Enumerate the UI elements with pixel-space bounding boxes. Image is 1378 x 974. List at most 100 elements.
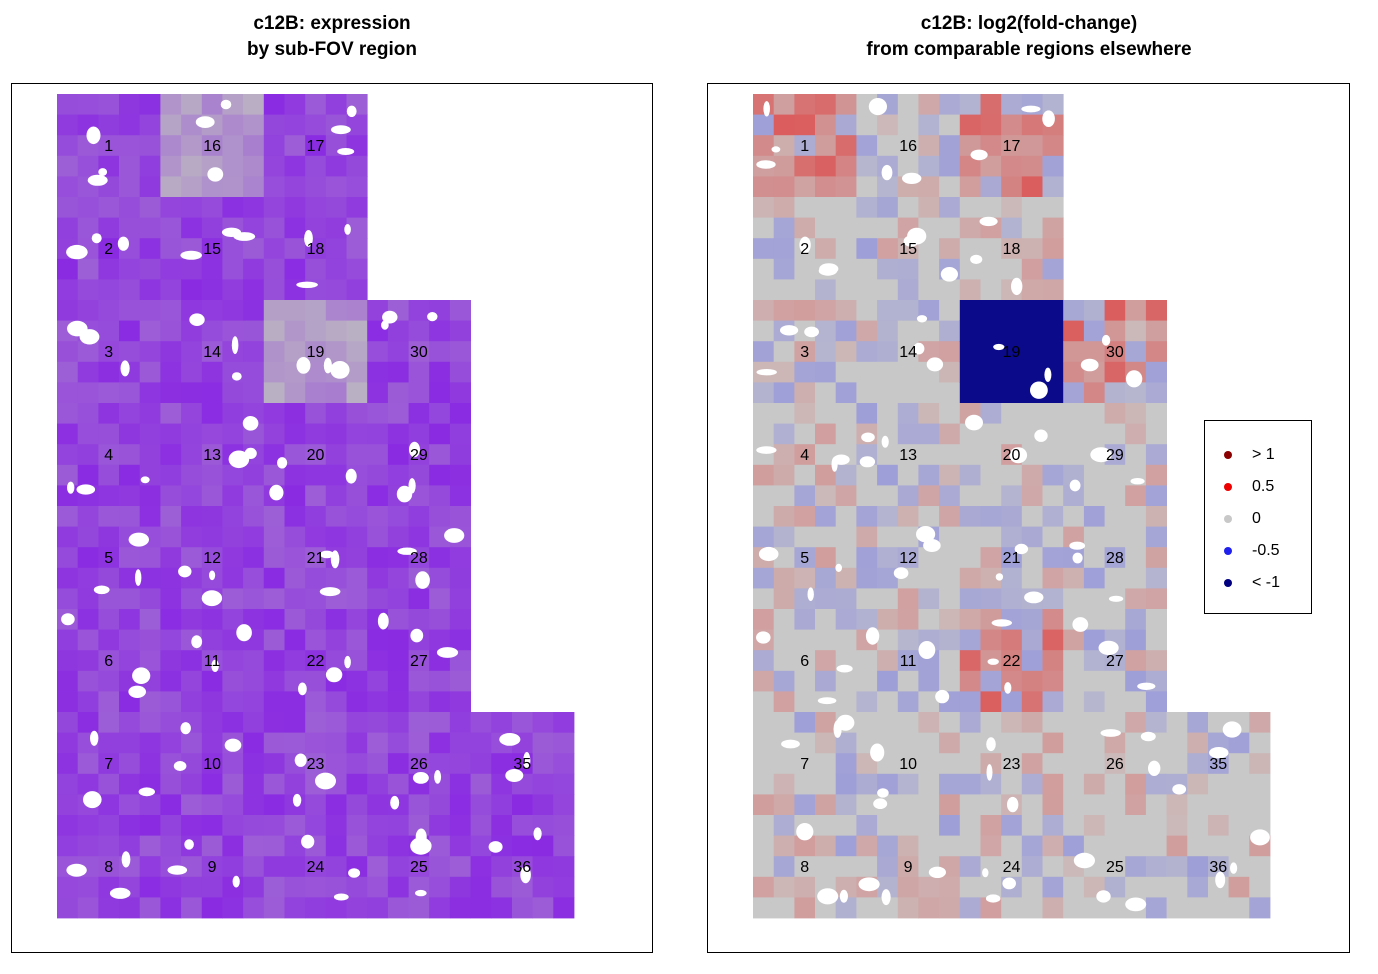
tissue-gap — [409, 441, 420, 458]
tissue-gap — [408, 478, 416, 494]
region-17-tile — [1001, 94, 1023, 115]
region-23-tile — [1021, 712, 1043, 733]
region-25-tile — [429, 856, 451, 878]
region-23-tile — [346, 773, 368, 795]
region-21-tile — [1042, 526, 1064, 548]
tissue-gap — [965, 414, 983, 431]
tissue-gap — [346, 105, 357, 118]
region-label-28: 28 — [410, 550, 428, 567]
region-5-tile — [835, 588, 857, 610]
region-27-tile — [387, 650, 409, 672]
region-36-tile — [1208, 856, 1230, 878]
tissue-gap — [79, 329, 100, 345]
tissue-gap — [1011, 277, 1023, 296]
region-19: 19 — [959, 300, 1064, 404]
region-7-tile — [77, 753, 99, 775]
tissue-gap — [128, 685, 146, 698]
region-7-tile — [794, 773, 816, 795]
region-30-tile — [449, 300, 471, 321]
region-1-tile — [815, 155, 837, 177]
region-15-tile — [201, 217, 223, 239]
region-17-tile — [1001, 155, 1023, 177]
region-13-tile — [201, 485, 223, 507]
region-36-tile — [1208, 815, 1230, 836]
region-12-tile — [897, 547, 919, 569]
region-11-tile — [222, 609, 244, 630]
region-14-tile — [243, 361, 265, 383]
region-24-tile — [305, 876, 327, 898]
region-7-tile — [794, 753, 816, 775]
region-8-tile — [139, 856, 161, 878]
region-7: 7 — [57, 712, 161, 816]
region-11-tile — [939, 650, 961, 672]
region-36-tile — [532, 876, 554, 898]
region-25-tile — [449, 856, 471, 878]
region-7-tile — [815, 732, 837, 754]
region-36-tile — [470, 856, 492, 878]
region-label-10: 10 — [203, 756, 221, 773]
region-13-tile — [201, 444, 223, 466]
region-21-tile — [980, 547, 1002, 569]
region-7-tile — [139, 794, 161, 816]
region-20-tile — [1021, 403, 1043, 424]
region-35-tile — [532, 712, 554, 733]
region-2-tile — [835, 258, 857, 280]
region-28-tile — [429, 588, 451, 610]
region-25-tile — [1125, 856, 1147, 878]
region-15-tile — [160, 258, 182, 280]
region-label-2: 2 — [800, 241, 809, 258]
right-title-line-1: c12B: log2(fold-change) — [920, 13, 1138, 34]
tissue-gap — [415, 889, 427, 897]
region-22-tile — [959, 609, 981, 630]
region-24-tile — [346, 835, 368, 857]
region-6-tile — [77, 670, 99, 692]
region-20-tile — [959, 485, 981, 507]
tissue-gap — [993, 343, 1005, 351]
region-4: 4 — [57, 403, 161, 507]
tissue-gap — [135, 569, 142, 586]
region-23-tile — [263, 712, 285, 733]
region-35-tile — [491, 794, 513, 816]
region-12-tile — [222, 588, 244, 610]
region-15-tile — [201, 238, 223, 260]
region-35-tile — [553, 753, 575, 775]
region-16-tile — [181, 94, 203, 115]
region-8-tile — [835, 815, 857, 836]
region-22-tile — [305, 609, 327, 630]
region-16-tile — [939, 114, 961, 136]
tissue-gap — [881, 435, 889, 448]
region-9-tile — [856, 835, 878, 857]
region-10-tile — [918, 794, 940, 816]
region-1-tile — [815, 114, 837, 136]
region-21-tile — [284, 567, 306, 589]
region-3-tile — [139, 382, 161, 404]
region-6-tile — [139, 650, 161, 672]
region-27-tile — [1145, 691, 1167, 713]
region-21-tile — [1042, 506, 1064, 527]
region-label-35: 35 — [1209, 756, 1227, 773]
tissue-gap — [138, 787, 155, 797]
region-9-tile — [201, 856, 223, 878]
region-5-tile — [98, 526, 120, 548]
region-4-tile — [794, 485, 816, 507]
region-18-tile — [959, 197, 981, 218]
tissue-gap — [224, 738, 242, 752]
tissue-gap — [533, 827, 542, 841]
region-30-tile — [1063, 361, 1085, 383]
tissue-gap — [499, 733, 521, 746]
region-23-tile — [284, 712, 306, 733]
region-label-8: 8 — [800, 859, 809, 876]
region-29-tile — [1083, 403, 1105, 424]
tissue-gap — [1034, 429, 1048, 442]
region-5-tile — [773, 547, 795, 569]
region-29-tile — [1063, 444, 1085, 466]
region-8-tile — [835, 856, 857, 878]
region-8-tile — [57, 815, 79, 836]
region-15: 15 — [160, 197, 265, 301]
region-26-tile — [387, 753, 409, 775]
region-14-tile — [856, 361, 878, 383]
region-9-tile — [243, 876, 265, 898]
tissue-gap — [221, 227, 242, 237]
region-10-tile — [856, 794, 878, 816]
region-label-1: 1 — [800, 138, 809, 155]
